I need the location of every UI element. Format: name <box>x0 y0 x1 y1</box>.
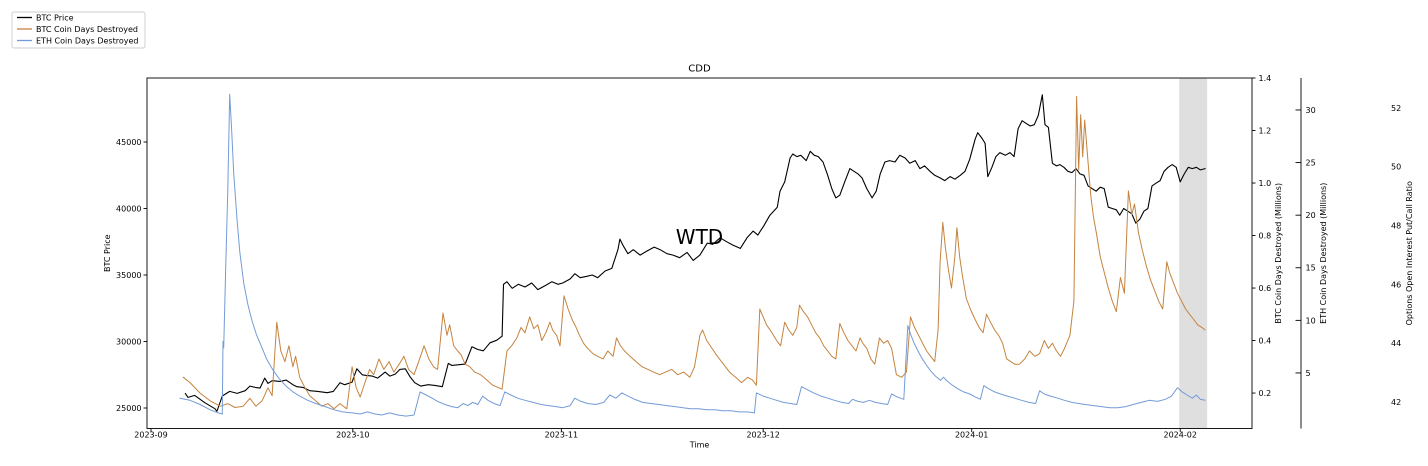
x-tick-label: 2023-10 <box>336 431 369 440</box>
y-tick-label: 25000 <box>116 404 141 413</box>
y-tick-label: 1.2 <box>1259 126 1272 135</box>
y-tick-label: 0.4 <box>1259 336 1272 345</box>
y-axis-btc-cdd: 0.2 0.4 0.6 0.8 1.0 1.2 1.4 BTC Coin Days Destr… <box>1252 74 1283 398</box>
x-tick-label: 2024-02 <box>1164 431 1197 440</box>
legend-label: BTC Coin Days Destroyed <box>36 25 138 34</box>
y-tick-label: 5 <box>1306 369 1311 378</box>
y-axis-title: BTC Coin Days Destroyed (Millions) <box>1274 183 1283 324</box>
y-tick-label: 1.4 <box>1259 74 1272 83</box>
y-axis-title: ETH Coin Days Destroyed (Millions) <box>1319 183 1328 324</box>
x-tick-label: 2023-11 <box>545 431 578 440</box>
y-tick-label: 40000 <box>116 204 141 213</box>
y-tick-label: 52 <box>1391 104 1401 113</box>
x-tick-label: 2023-12 <box>746 431 779 440</box>
y-tick-label: 45000 <box>116 138 141 147</box>
x-axis: 2023-09 2023-10 2023-11 2023-12 2024-01 2024-… <box>134 428 1197 450</box>
y-tick-label: 30000 <box>116 337 141 346</box>
highlight-band <box>1179 78 1208 429</box>
y-tick-label: 46 <box>1391 280 1401 289</box>
y-tick-label: 0.2 <box>1259 389 1272 398</box>
y-tick-label: 30 <box>1306 106 1316 115</box>
y-axis-eth-cdd: 5 10 15 20 25 30 ETH Coin Days Destroyed (Mill… <box>1295 78 1328 429</box>
y-tick-label: 1.0 <box>1259 179 1272 188</box>
watermark: WTD <box>676 225 723 249</box>
series-btc-price <box>184 94 1206 412</box>
legend-label: BTC Price <box>36 13 74 22</box>
chart-title: CDD <box>688 64 711 75</box>
y-tick-label: 15 <box>1306 264 1316 273</box>
y-tick-label: 48 <box>1391 222 1401 231</box>
x-axis-title: Time <box>689 441 710 450</box>
y-axis-btc-price: 25000 30000 35000 40000 45000 BTC Price <box>103 138 147 413</box>
y-tick-label: 0.8 <box>1259 231 1272 240</box>
legend: BTC Price BTC Coin Days Destroyed ETH Coin… <box>11 11 146 49</box>
x-tick-label: 2024-01 <box>955 431 988 440</box>
legend-label: ETH Coin Days Destroyed <box>36 36 138 45</box>
plot-border <box>146 77 1253 429</box>
series-group <box>179 93 1206 417</box>
y-tick-label: 10 <box>1306 316 1316 325</box>
legend-item: BTC Price <box>17 13 74 22</box>
y-axis-title: BTC Price <box>103 234 112 272</box>
y-tick-label: 42 <box>1391 398 1401 407</box>
y-axis-put-call: 42 44 46 48 50 52 Options Open Interest Put/Ca… <box>1391 104 1414 407</box>
y-tick-label: 0.6 <box>1259 284 1272 293</box>
y-tick-label: 50 <box>1391 163 1401 172</box>
series-eth-coin-days-destroyed <box>179 93 1206 417</box>
y-tick-label: 44 <box>1391 339 1401 348</box>
series-btc-coin-days-destroyed <box>182 95 1206 410</box>
legend-item: ETH Coin Days Destroyed <box>17 36 138 45</box>
legend-item: BTC Coin Days Destroyed <box>17 25 138 34</box>
y-tick-label: 35000 <box>116 271 141 280</box>
y-axis-title: Options Open Interest Put/Call Ratio <box>1405 181 1414 325</box>
legend-box <box>11 11 146 49</box>
y-tick-label: 25 <box>1306 158 1316 167</box>
x-tick-label: 2023-09 <box>134 431 167 440</box>
y-tick-label: 20 <box>1306 211 1316 220</box>
